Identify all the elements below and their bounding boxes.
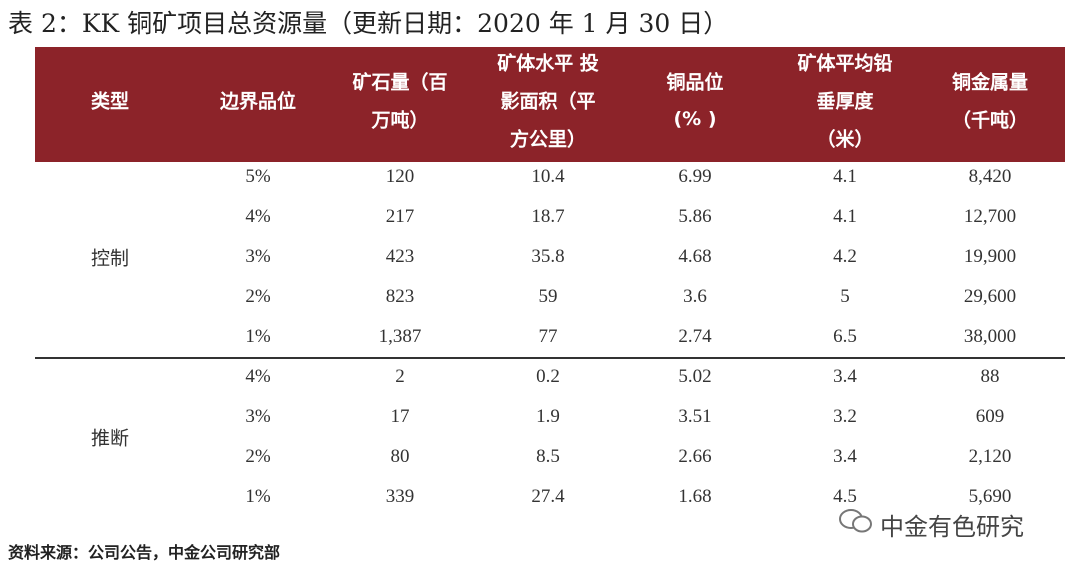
table-cell: 35.8 [531,246,565,267]
table-cell: 5 [840,286,850,307]
table-cell: 120 [385,166,415,187]
column-header: 影面积（平 [500,90,596,113]
table-cell: 4.1 [833,166,857,187]
column-header: 矿石量（百 [352,71,448,94]
table-cell: 2% [245,286,271,307]
table-cell: 2% [245,446,271,467]
group-label: 推断 [90,427,130,450]
table-cell: 17 [390,406,410,427]
column-header: 方公里） [509,128,587,151]
table-cell: 88 [980,366,1000,387]
watermark-icon [839,509,872,533]
group-label: 控制 [90,247,130,270]
table-cell: 80 [390,446,410,467]
table-cell: 609 [975,406,1005,427]
column-header: 铜品位 [666,71,724,94]
table-header-band [35,47,1065,162]
table-cell: 6.99 [678,166,712,187]
table-cell: 4.5 [833,486,857,507]
column-header: （千吨） [951,109,1029,132]
table-cell: 0.2 [536,366,560,387]
table-cell: 18.7 [531,206,565,227]
table-cell: 3% [245,406,271,427]
table-cell: 3% [245,246,271,267]
column-header: 类型 [90,90,130,113]
table-cell: 1.68 [678,486,712,507]
table-cell: 5% [245,166,271,187]
table-title: 表 2：KK 铜矿项目总资源量（更新日期：2020 年 1 月 30 日） [8,9,729,38]
table-cell: 339 [385,486,415,507]
table-cell: 10.4 [531,166,565,187]
table-cell: 27.4 [531,486,565,507]
table-cell: 59 [538,286,558,307]
column-header: 万吨） [371,109,429,132]
table-cell: 823 [385,286,415,307]
table-cell: 8.5 [536,446,560,467]
table-cell: 1% [245,486,271,507]
table-cell: 38,000 [963,326,1017,347]
table-cell: 3.6 [683,286,707,307]
table-cell: 8,420 [968,166,1012,187]
table-cell: 217 [385,206,415,227]
table-cell: 4% [245,206,271,227]
table-cell: 3.4 [833,366,857,387]
table-cell: 3.51 [678,406,712,427]
table-cell: 4% [245,366,271,387]
table-cell: 1.9 [536,406,560,427]
table-cell: 423 [385,246,415,267]
table-cell: 19,900 [963,246,1017,267]
table-cell: 1,387 [378,326,422,347]
table-cell: 4.2 [833,246,857,267]
table-cell: 4.68 [678,246,712,267]
table-cell: 77 [538,326,558,347]
column-header: 矿体水平 投 [497,52,599,75]
table-cell: 5.02 [678,366,712,387]
table-cell: 2,120 [968,446,1012,467]
source-note: 资料来源：公司公告，中金公司研究部 [8,543,281,562]
table-cell: 5,690 [968,486,1012,507]
table-cell: 6.5 [833,326,857,347]
table-cell: 29,600 [963,286,1017,307]
table-cell: 2.66 [678,446,712,467]
table-cell: 2 [395,366,405,387]
column-header: 矿体平均铅 [797,52,893,75]
table-cell: 4.1 [833,206,857,227]
column-header: （米） [816,128,874,151]
table-cell: 12,700 [963,206,1017,227]
watermark: 中金有色研究 [880,513,1024,541]
column-header: 边界品位 [219,90,297,113]
table-cell: 5.86 [678,206,712,227]
column-header: 铜金属量 [951,71,1029,94]
column-header: (% ) [673,108,717,130]
table-cell: 3.2 [833,406,857,427]
table-cell: 2.74 [678,326,712,347]
group-separator [35,357,1065,359]
column-header: 垂厚度 [816,90,874,113]
table-cell: 3.4 [833,446,857,467]
table-cell: 1% [245,326,271,347]
